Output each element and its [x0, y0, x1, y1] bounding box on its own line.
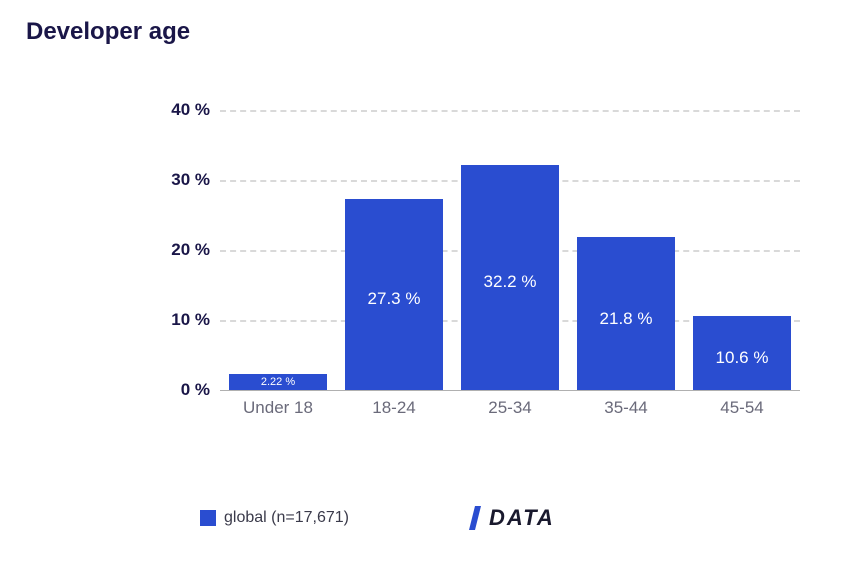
chart-footer: global (n=17,671) DATA: [160, 498, 800, 538]
chart-title: Developer age: [26, 18, 190, 46]
x-tick-label: Under 18: [220, 398, 336, 418]
x-tick-label: 25-34: [452, 398, 568, 418]
y-tick-label: 40 %: [160, 100, 210, 120]
y-tick-label: 20 %: [160, 240, 210, 260]
bar: 2.22 %: [229, 374, 326, 390]
bar: 21.8 %: [577, 237, 674, 390]
bar: 27.3 %: [345, 199, 442, 390]
bar-slot: 21.8 %: [568, 110, 684, 390]
bar-slot: 27.3 %: [336, 110, 452, 390]
legend-swatch: [200, 510, 216, 526]
x-tick-label: 45-54: [684, 398, 800, 418]
bar: 32.2 %: [461, 165, 558, 390]
brand-logo: DATA: [469, 505, 555, 531]
y-tick-label: 0 %: [160, 380, 210, 400]
bar-slot: 10.6 %: [684, 110, 800, 390]
bar-value-label: 21.8 %: [600, 309, 653, 329]
x-tick-label: 18-24: [336, 398, 452, 418]
logo-slash-icon: [469, 506, 487, 530]
logo-text: DATA: [489, 505, 555, 531]
bars-group: 2.22 % 27.3 % 32.2 % 21.8 % 10.6 %: [220, 110, 800, 390]
chart-container: Developer age 0 % 10 % 20 % 30 % 40 % 2.22 %…: [0, 0, 842, 586]
legend: global (n=17,671): [200, 509, 349, 527]
bar-value-label: 27.3 %: [368, 289, 421, 309]
bar-value-label: 32.2 %: [484, 272, 537, 292]
bar-slot: 32.2 %: [452, 110, 568, 390]
bar-value-label: 2.22 %: [261, 376, 295, 388]
x-tick-label: 35-44: [568, 398, 684, 418]
chart-area: 0 %10 %20 %30 %40 % 2.22 %27.3 %32.2 %21…: [160, 110, 800, 410]
y-tick-label: 10 %: [160, 310, 210, 330]
x-axis-labels: Under 1818-2425-3435-4445-54: [220, 398, 800, 418]
bar: 10.6 %: [693, 316, 790, 390]
bar-value-label: 10.6 %: [716, 348, 769, 368]
bar-slot: 2.22 %: [220, 110, 336, 390]
plot-region: 2.22 % 27.3 % 32.2 % 21.8 % 10.6 %: [220, 110, 800, 391]
legend-label: global (n=17,671): [224, 509, 349, 527]
y-tick-label: 30 %: [160, 170, 210, 190]
